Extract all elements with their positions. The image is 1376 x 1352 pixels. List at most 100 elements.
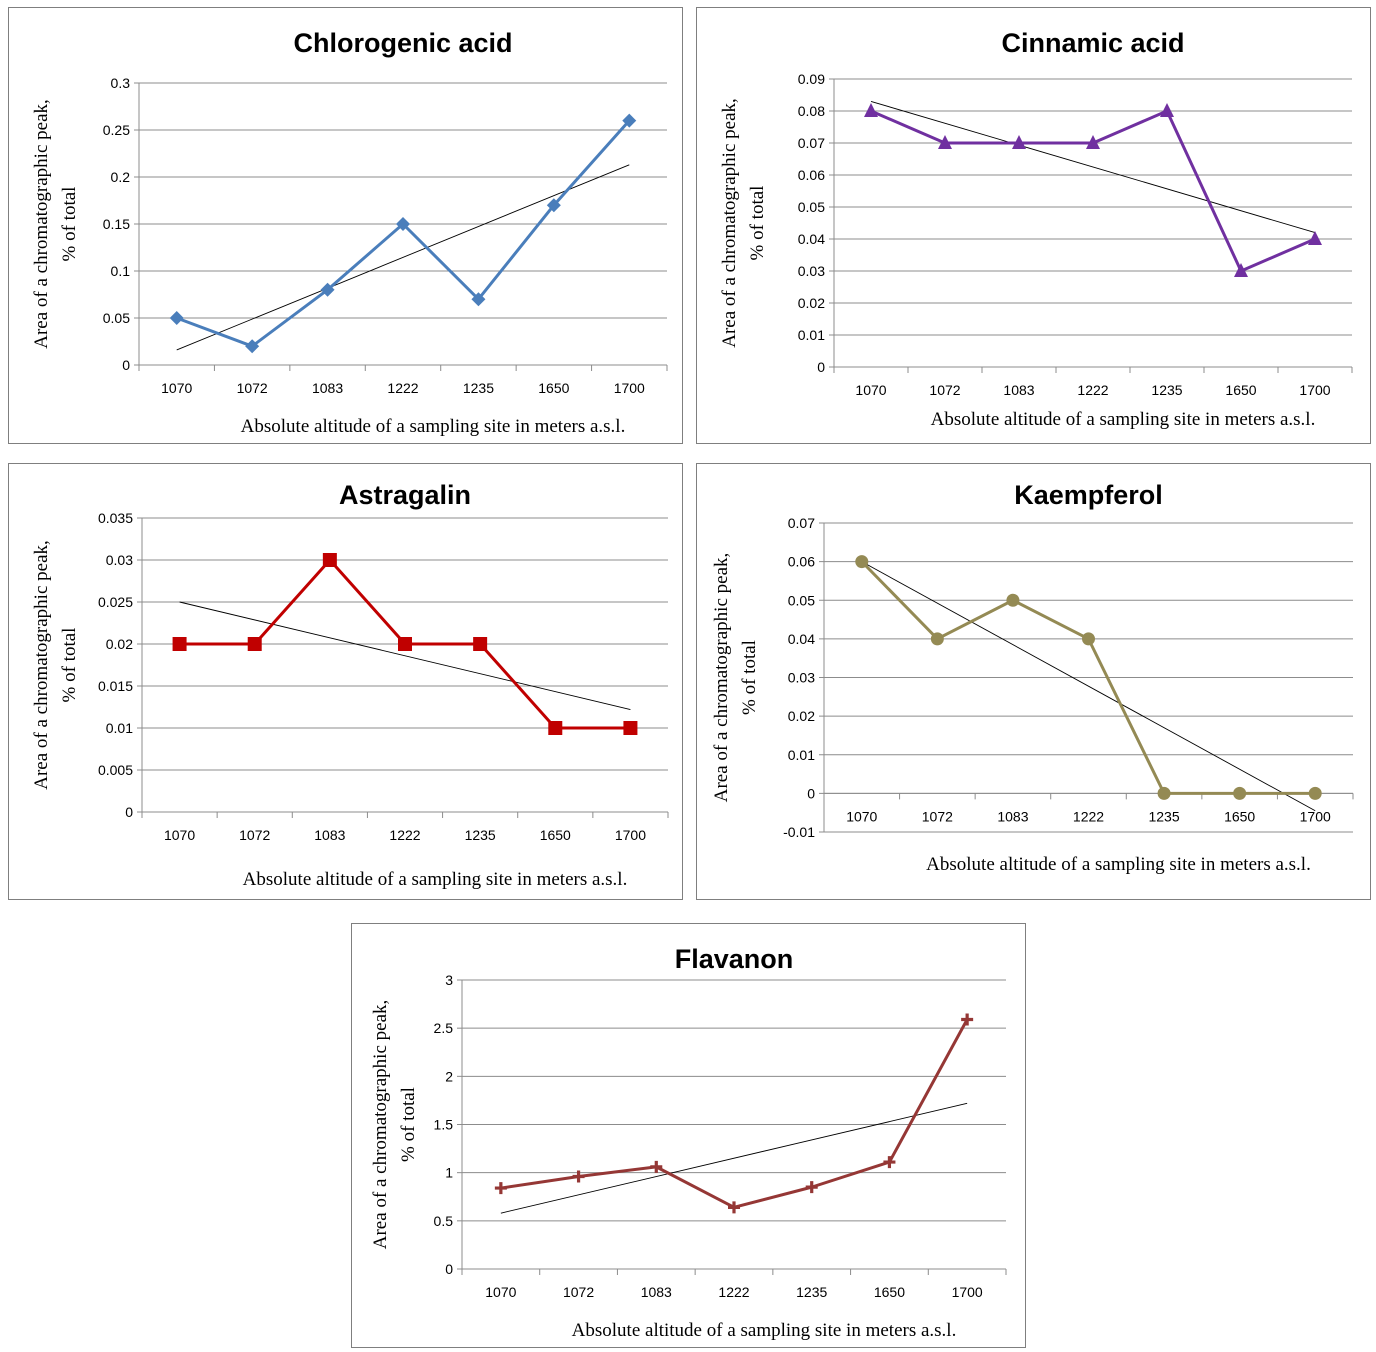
chart-svg: Flavanon 0 0.5 1 1.5 2 2.5 3 1070 1072 1083 1222 123… [370, 944, 1007, 1341]
chart-panel-chlorogenic-acid: Chlorogenic acid 0 0.05 0.1 0.15 0.2 0.25 0.3 10… [8, 7, 683, 444]
data-point-1070 [172, 637, 187, 651]
y-axis-title-line-1: Area of a chromatographic peak, [719, 98, 740, 348]
data-point-1235 [805, 1181, 818, 1194]
data-point-1070 [864, 103, 878, 117]
trendline [500, 1102, 968, 1214]
y-tick-label: 0.1 [111, 263, 131, 279]
y-tick-label: 0.2 [111, 169, 131, 185]
x-axis-title: Absolute altitude of a sampling site in … [572, 1320, 957, 1341]
x-tick-label-1700: 1700 [1299, 382, 1330, 398]
data-point-1072 [572, 1170, 585, 1183]
y-tick-label: 0.06 [788, 554, 815, 570]
x-tick-label-1083: 1083 [997, 808, 1028, 824]
trendline [861, 561, 1316, 812]
chart-panel-cinnamic-acid: Cinnamic acid 0 0.01 0.02 0.03 0.04 0.05 0.06 0.… [696, 7, 1371, 444]
chart-panel-kaempferol: Kaempferol -0.01 0 0.01 0.02 0.03 0.04 0.05 0.06… [696, 463, 1371, 900]
data-point-1222 [728, 1201, 740, 1214]
y-tick-label: 0 [122, 357, 130, 373]
x-tick-label-1235: 1235 [1151, 382, 1182, 398]
chart-title: Flavanon [675, 944, 794, 974]
y-tick-label: 0.025 [98, 594, 133, 610]
y-tick-label: -0.01 [783, 824, 815, 840]
y-tick-label: 0.005 [98, 762, 133, 778]
y-tick-label: 0.04 [798, 231, 825, 247]
x-tick-label-1070: 1070 [846, 808, 877, 824]
chart-title: Chlorogenic acid [293, 28, 512, 58]
y-tick-label: 0.05 [798, 199, 825, 215]
x-tick-label-1070: 1070 [485, 1284, 516, 1300]
data-point-1070 [169, 311, 184, 325]
y-tick-label: 0 [817, 359, 825, 375]
x-tick-label-1700: 1700 [1300, 808, 1331, 824]
x-tick-label-1650: 1650 [1225, 382, 1256, 398]
x-tick-label-1222: 1222 [387, 380, 418, 396]
data-point-1650 [546, 198, 561, 213]
trendline [176, 164, 630, 351]
data-point-1650 [1234, 263, 1248, 277]
x-axis-title: Absolute altitude of a sampling site in … [243, 869, 628, 890]
x-axis-title: Absolute altitude of a sampling site in … [241, 416, 626, 437]
data-point-1700 [622, 113, 637, 128]
x-tick-label-1235: 1235 [463, 380, 494, 396]
data-point-1083 [650, 1160, 663, 1173]
x-tick-label-1650: 1650 [540, 827, 571, 843]
data-point-1083 [1006, 593, 1020, 607]
x-tick-label-1083: 1083 [314, 827, 345, 843]
y-axis-title-line-1: Area of a chromatographic peak, [370, 1000, 391, 1250]
y-tick-label: 0.02 [788, 708, 815, 724]
y-tick-label: 0.04 [788, 631, 815, 647]
y-tick-label: 0.09 [798, 71, 825, 87]
y-tick-label: 1 [445, 1165, 453, 1181]
data-point-1222 [398, 637, 412, 651]
data-point-1700 [1308, 786, 1322, 800]
x-tick-label-1235: 1235 [796, 1284, 827, 1300]
y-axis-title-line-2: % of total [59, 187, 80, 262]
data-point-1222 [396, 217, 410, 231]
x-tick-label-1700: 1700 [614, 380, 645, 396]
data-point-1072 [930, 632, 944, 646]
y-tick-label: 0.01 [788, 747, 815, 763]
x-tick-label-1070: 1070 [164, 827, 195, 843]
x-tick-label-1083: 1083 [312, 380, 343, 396]
trendline [870, 100, 1316, 234]
x-tick-label-1072: 1072 [929, 382, 960, 398]
y-tick-label: 0.03 [798, 263, 825, 279]
x-tick-label-1072: 1072 [237, 380, 268, 396]
data-point-1083 [320, 282, 335, 297]
series-line [176, 119, 631, 348]
y-axis-title-line-1: Area of a chromatographic peak, [711, 553, 732, 803]
x-tick-label-1083: 1083 [1003, 382, 1034, 398]
y-tick-label: 0.02 [798, 295, 825, 311]
data-point-1235 [471, 292, 486, 307]
x-tick-label-1072: 1072 [922, 808, 953, 824]
y-tick-label: 0.07 [788, 515, 815, 531]
y-tick-label: 1.5 [434, 1117, 454, 1133]
y-tick-label: 0.15 [103, 216, 130, 232]
trendline [179, 601, 631, 710]
data-point-1222 [1086, 135, 1100, 149]
x-tick-label-1070: 1070 [855, 382, 886, 398]
x-tick-label-1072: 1072 [239, 827, 270, 843]
x-tick-label-1700: 1700 [952, 1284, 983, 1300]
y-tick-label: 0.05 [788, 592, 815, 608]
data-point-1070 [855, 555, 869, 569]
y-tick-label: 0.01 [798, 327, 825, 343]
x-tick-label-1083: 1083 [641, 1284, 672, 1300]
x-tick-label-1222: 1222 [1077, 382, 1108, 398]
x-tick-label-1235: 1235 [1148, 808, 1179, 824]
y-tick-label: 0.03 [788, 670, 815, 686]
chart-title: Kaempferol [1014, 480, 1163, 510]
data-point-1235 [473, 637, 488, 651]
chart-title: Cinnamic acid [1001, 28, 1184, 58]
chart-svg: Kaempferol -0.01 0 0.01 0.02 0.03 0.04 0.05 0.06… [711, 480, 1354, 875]
y-tick-label: 0 [125, 804, 133, 820]
y-tick-label: 0.06 [798, 167, 825, 183]
y-tick-label: 0.08 [798, 103, 825, 119]
y-axis-title-line-2: % of total [747, 186, 768, 261]
y-tick-label: 0.05 [103, 310, 130, 326]
data-point-1235 [1157, 786, 1171, 800]
y-axis-title-line-2: % of total [739, 640, 760, 715]
data-point-1650 [548, 721, 563, 735]
chart-svg: Cinnamic acid 0 0.01 0.02 0.03 0.04 0.05 0.06 0.… [719, 28, 1353, 430]
y-tick-label: 0 [807, 785, 815, 801]
